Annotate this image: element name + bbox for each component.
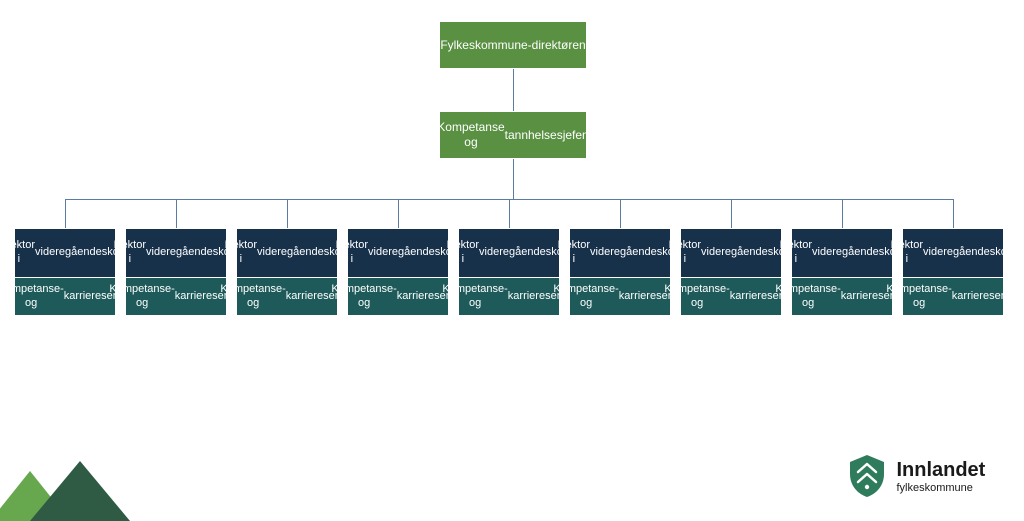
connector-drop-6 [731, 199, 732, 228]
org-leaf-3: Rektor ivideregåendeskoleKompetanse- ogk… [347, 228, 449, 316]
org-leaf-bottom-4: Kompetanse- ogkarrieresenter [458, 278, 560, 316]
org-leaf-bottom-3: Kompetanse- ogkarrieresenter [347, 278, 449, 316]
org-leaf-top-6: Rektor ivideregåendeskole [680, 228, 782, 278]
org-leaf-5: Rektor ivideregåendeskoleKompetanse- ogk… [569, 228, 671, 316]
org-leaf-top-3: Rektor ivideregåendeskole [347, 228, 449, 278]
connector-v2 [513, 159, 514, 199]
org-leaf-bottom-5: Kompetanse- ogkarrieresenter [569, 278, 671, 316]
org-leaf-top-0: Rektor ivideregåendeskole [14, 228, 116, 278]
org-node-n1: Fylkeskommune-direktøren [439, 21, 587, 69]
connector-drop-7 [842, 199, 843, 228]
corner-mountains-decoration [0, 431, 160, 521]
org-leaf-8: Rektor ivideregåendeskoleKompetanse- ogk… [902, 228, 1004, 316]
org-leaf-bottom-7: Kompetanse- ogkarrieresenter [791, 278, 893, 316]
connector-drop-3 [398, 199, 399, 228]
logo-title: Innlandet [896, 459, 985, 482]
org-leaf-top-2: Rektor ivideregåendeskole [236, 228, 338, 278]
connector-drop-0 [65, 199, 66, 228]
shield-icon [848, 454, 886, 498]
org-leaf-bottom-0: Kompetanse- ogkarrieresenter [14, 278, 116, 316]
org-leaf-top-7: Rektor ivideregåendeskole [791, 228, 893, 278]
org-leaf-bottom-2: Kompetanse- ogkarrieresenter [236, 278, 338, 316]
connector-drop-5 [620, 199, 621, 228]
connector-drop-4 [509, 199, 510, 228]
connector-v1 [513, 69, 514, 111]
org-leaf-7: Rektor ivideregåendeskoleKompetanse- ogk… [791, 228, 893, 316]
logo-subtitle: fylkeskommune [896, 482, 985, 494]
connector-drop-1 [176, 199, 177, 228]
org-leaf-bottom-8: Kompetanse- ogkarrieresenter [902, 278, 1004, 316]
org-leaf-bottom-6: Kompetanse- ogkarrieresenter [680, 278, 782, 316]
org-leaf-bottom-1: Kompetanse- ogkarrieresenter [125, 278, 227, 316]
org-leaf-2: Rektor ivideregåendeskoleKompetanse- ogk… [236, 228, 338, 316]
org-leaf-top-4: Rektor ivideregåendeskole [458, 228, 560, 278]
innlandet-logo: Innlandet fylkeskommune [848, 454, 985, 498]
org-leaf-top-8: Rektor ivideregåendeskole [902, 228, 1004, 278]
org-leaf-0: Rektor ivideregåendeskoleKompetanse- ogk… [14, 228, 116, 316]
connector-drop-2 [287, 199, 288, 228]
org-leaf-1: Rektor ivideregåendeskoleKompetanse- ogk… [125, 228, 227, 316]
org-leaf-top-1: Rektor ivideregåendeskole [125, 228, 227, 278]
org-leaf-4: Rektor ivideregåendeskoleKompetanse- ogk… [458, 228, 560, 316]
connector-drop-8 [953, 199, 954, 228]
org-leaf-6: Rektor ivideregåendeskoleKompetanse- ogk… [680, 228, 782, 316]
org-node-n2: Kompetanse ogtannhelsesjefen [439, 111, 587, 159]
org-leaf-top-5: Rektor ivideregåendeskole [569, 228, 671, 278]
